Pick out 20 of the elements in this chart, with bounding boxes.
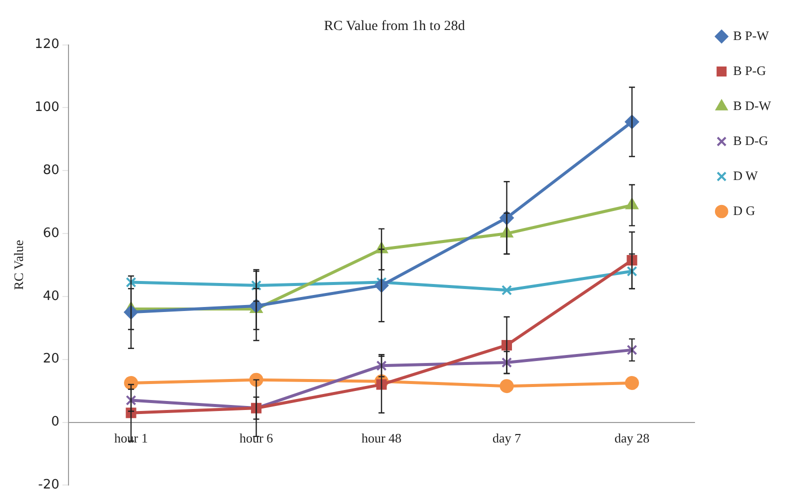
y-tick-label: 80 [42,163,60,178]
legend-label: B D-G [733,132,768,148]
y-tick-label: 0 [51,414,60,430]
legend-label: B P-G [733,62,766,78]
legend-label: B D-W [733,98,772,113]
y-tick-label: 100 [34,100,60,116]
y-tick-label: 40 [42,288,60,304]
legend-label: B P-W [733,28,770,43]
x-tick-label: hour 48 [361,430,402,446]
x-tick-label: day 7 [492,430,522,446]
x-tick-label: hour 6 [239,430,274,446]
x-tick-label: day 28 [614,430,650,446]
y-tick-label: 60 [42,226,60,241]
y-axis-title: RC Value [11,240,26,290]
legend-label: D G [733,202,756,218]
y-tick-label: 20 [42,352,60,367]
y-tick-label: 120 [34,37,60,52]
y-tick-label: -20 [38,478,60,493]
chart-title: RC Value from 1h to 28d [324,19,465,34]
legend-label: D W [733,168,758,183]
